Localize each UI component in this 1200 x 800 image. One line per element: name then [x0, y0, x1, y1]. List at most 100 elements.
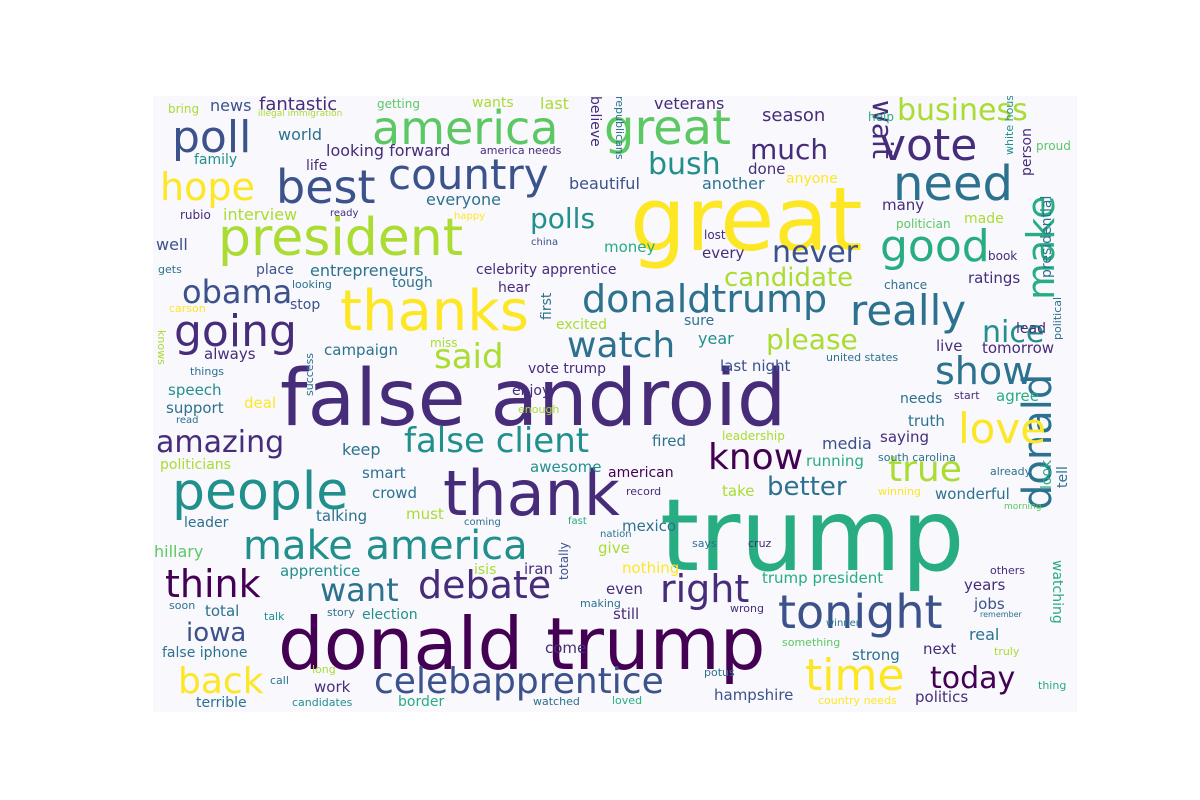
word: everyone: [426, 190, 501, 209]
word: poll: [172, 112, 252, 163]
word: look: [1039, 459, 1055, 489]
word: celebapprentice: [374, 661, 664, 702]
word: come: [545, 639, 587, 657]
word: watched: [533, 695, 580, 708]
word: trump president: [762, 569, 884, 587]
word: trump: [660, 477, 965, 594]
word: isis: [474, 562, 497, 578]
word: truth: [908, 412, 945, 430]
word: carson: [169, 302, 206, 315]
word: good: [880, 221, 990, 272]
word: south carolina: [878, 451, 956, 464]
word: making: [580, 597, 621, 610]
word: says: [692, 537, 717, 550]
word: back: [178, 661, 264, 702]
word: wait: [866, 100, 899, 159]
word: false android: [280, 354, 787, 444]
word: iowa: [186, 618, 247, 648]
word: truly: [994, 645, 1020, 658]
word: years: [964, 576, 1006, 594]
word: year: [698, 329, 734, 348]
word: next: [923, 640, 957, 658]
word: better: [767, 472, 847, 502]
word: time: [805, 650, 905, 701]
word: rubio: [180, 208, 211, 222]
word: many: [882, 196, 925, 214]
word: gets: [158, 263, 182, 276]
word: white house: [1003, 96, 1016, 155]
word: nice: [982, 315, 1045, 350]
word: excited: [556, 317, 607, 333]
word: must: [406, 505, 444, 523]
word: please: [766, 323, 858, 356]
word: campaign: [324, 341, 398, 359]
word: take: [722, 482, 755, 500]
word: knows: [155, 330, 168, 365]
word: iran: [524, 560, 554, 578]
word: soon: [169, 599, 196, 612]
word: american: [608, 465, 674, 481]
word: watching: [1049, 560, 1065, 624]
word: book: [988, 249, 1018, 263]
word: leadership: [722, 429, 785, 443]
word: interview: [223, 205, 298, 224]
word: politics: [915, 688, 969, 706]
word: agree: [996, 387, 1040, 405]
word: fantastic: [259, 96, 338, 115]
word: right: [660, 567, 750, 611]
word: life: [306, 158, 328, 174]
word: going: [174, 306, 297, 357]
word: think: [165, 562, 261, 606]
word: tell: [1055, 466, 1071, 488]
word: united states: [826, 351, 899, 364]
word: still: [613, 605, 640, 623]
word: even: [606, 580, 643, 598]
word: candidates: [292, 696, 353, 709]
word: entrepreneurs: [310, 261, 424, 280]
word: jobs: [974, 595, 1005, 613]
word: make america: [243, 523, 528, 569]
word: talking: [316, 507, 368, 525]
word: really: [850, 286, 967, 335]
word: obama: [182, 273, 293, 311]
word: always: [204, 345, 256, 363]
word: keep: [342, 440, 381, 459]
word: success: [303, 352, 316, 396]
word: proud: [1036, 139, 1071, 153]
word: long: [312, 663, 336, 676]
word: republicans: [613, 96, 626, 160]
word: winning: [878, 485, 922, 498]
word: well: [156, 235, 188, 254]
word: love: [958, 404, 1047, 453]
word: thank: [443, 457, 620, 530]
word: vote trump: [528, 361, 607, 377]
word: real: [969, 625, 1000, 644]
word: looking forward: [326, 141, 451, 160]
word: never: [772, 235, 859, 270]
word: politicians: [160, 457, 231, 473]
word: remember: [980, 610, 1022, 619]
word: celebrity apprentice: [476, 262, 617, 278]
word: bring: [168, 102, 200, 116]
word: loved: [612, 694, 643, 707]
word: wants: [472, 96, 514, 111]
word: first: [539, 292, 555, 320]
word: true: [888, 449, 962, 490]
word: smart: [362, 464, 406, 482]
word: wonderful: [935, 485, 1010, 503]
word: live: [936, 337, 963, 355]
word-cloud: false android trump donald trump great t…: [153, 96, 1077, 712]
word: running: [806, 452, 864, 470]
word: people: [172, 462, 349, 522]
word: today: [930, 661, 1016, 696]
word: hillary: [154, 542, 204, 561]
word: nothing: [622, 559, 680, 577]
word: read: [176, 415, 199, 426]
word: person: [1019, 128, 1035, 176]
word: awesome: [530, 458, 602, 476]
word: said: [434, 337, 504, 377]
word: veterans: [654, 96, 725, 113]
word: donald trump: [278, 602, 766, 686]
word: america: [372, 101, 559, 155]
word: great: [630, 168, 863, 271]
